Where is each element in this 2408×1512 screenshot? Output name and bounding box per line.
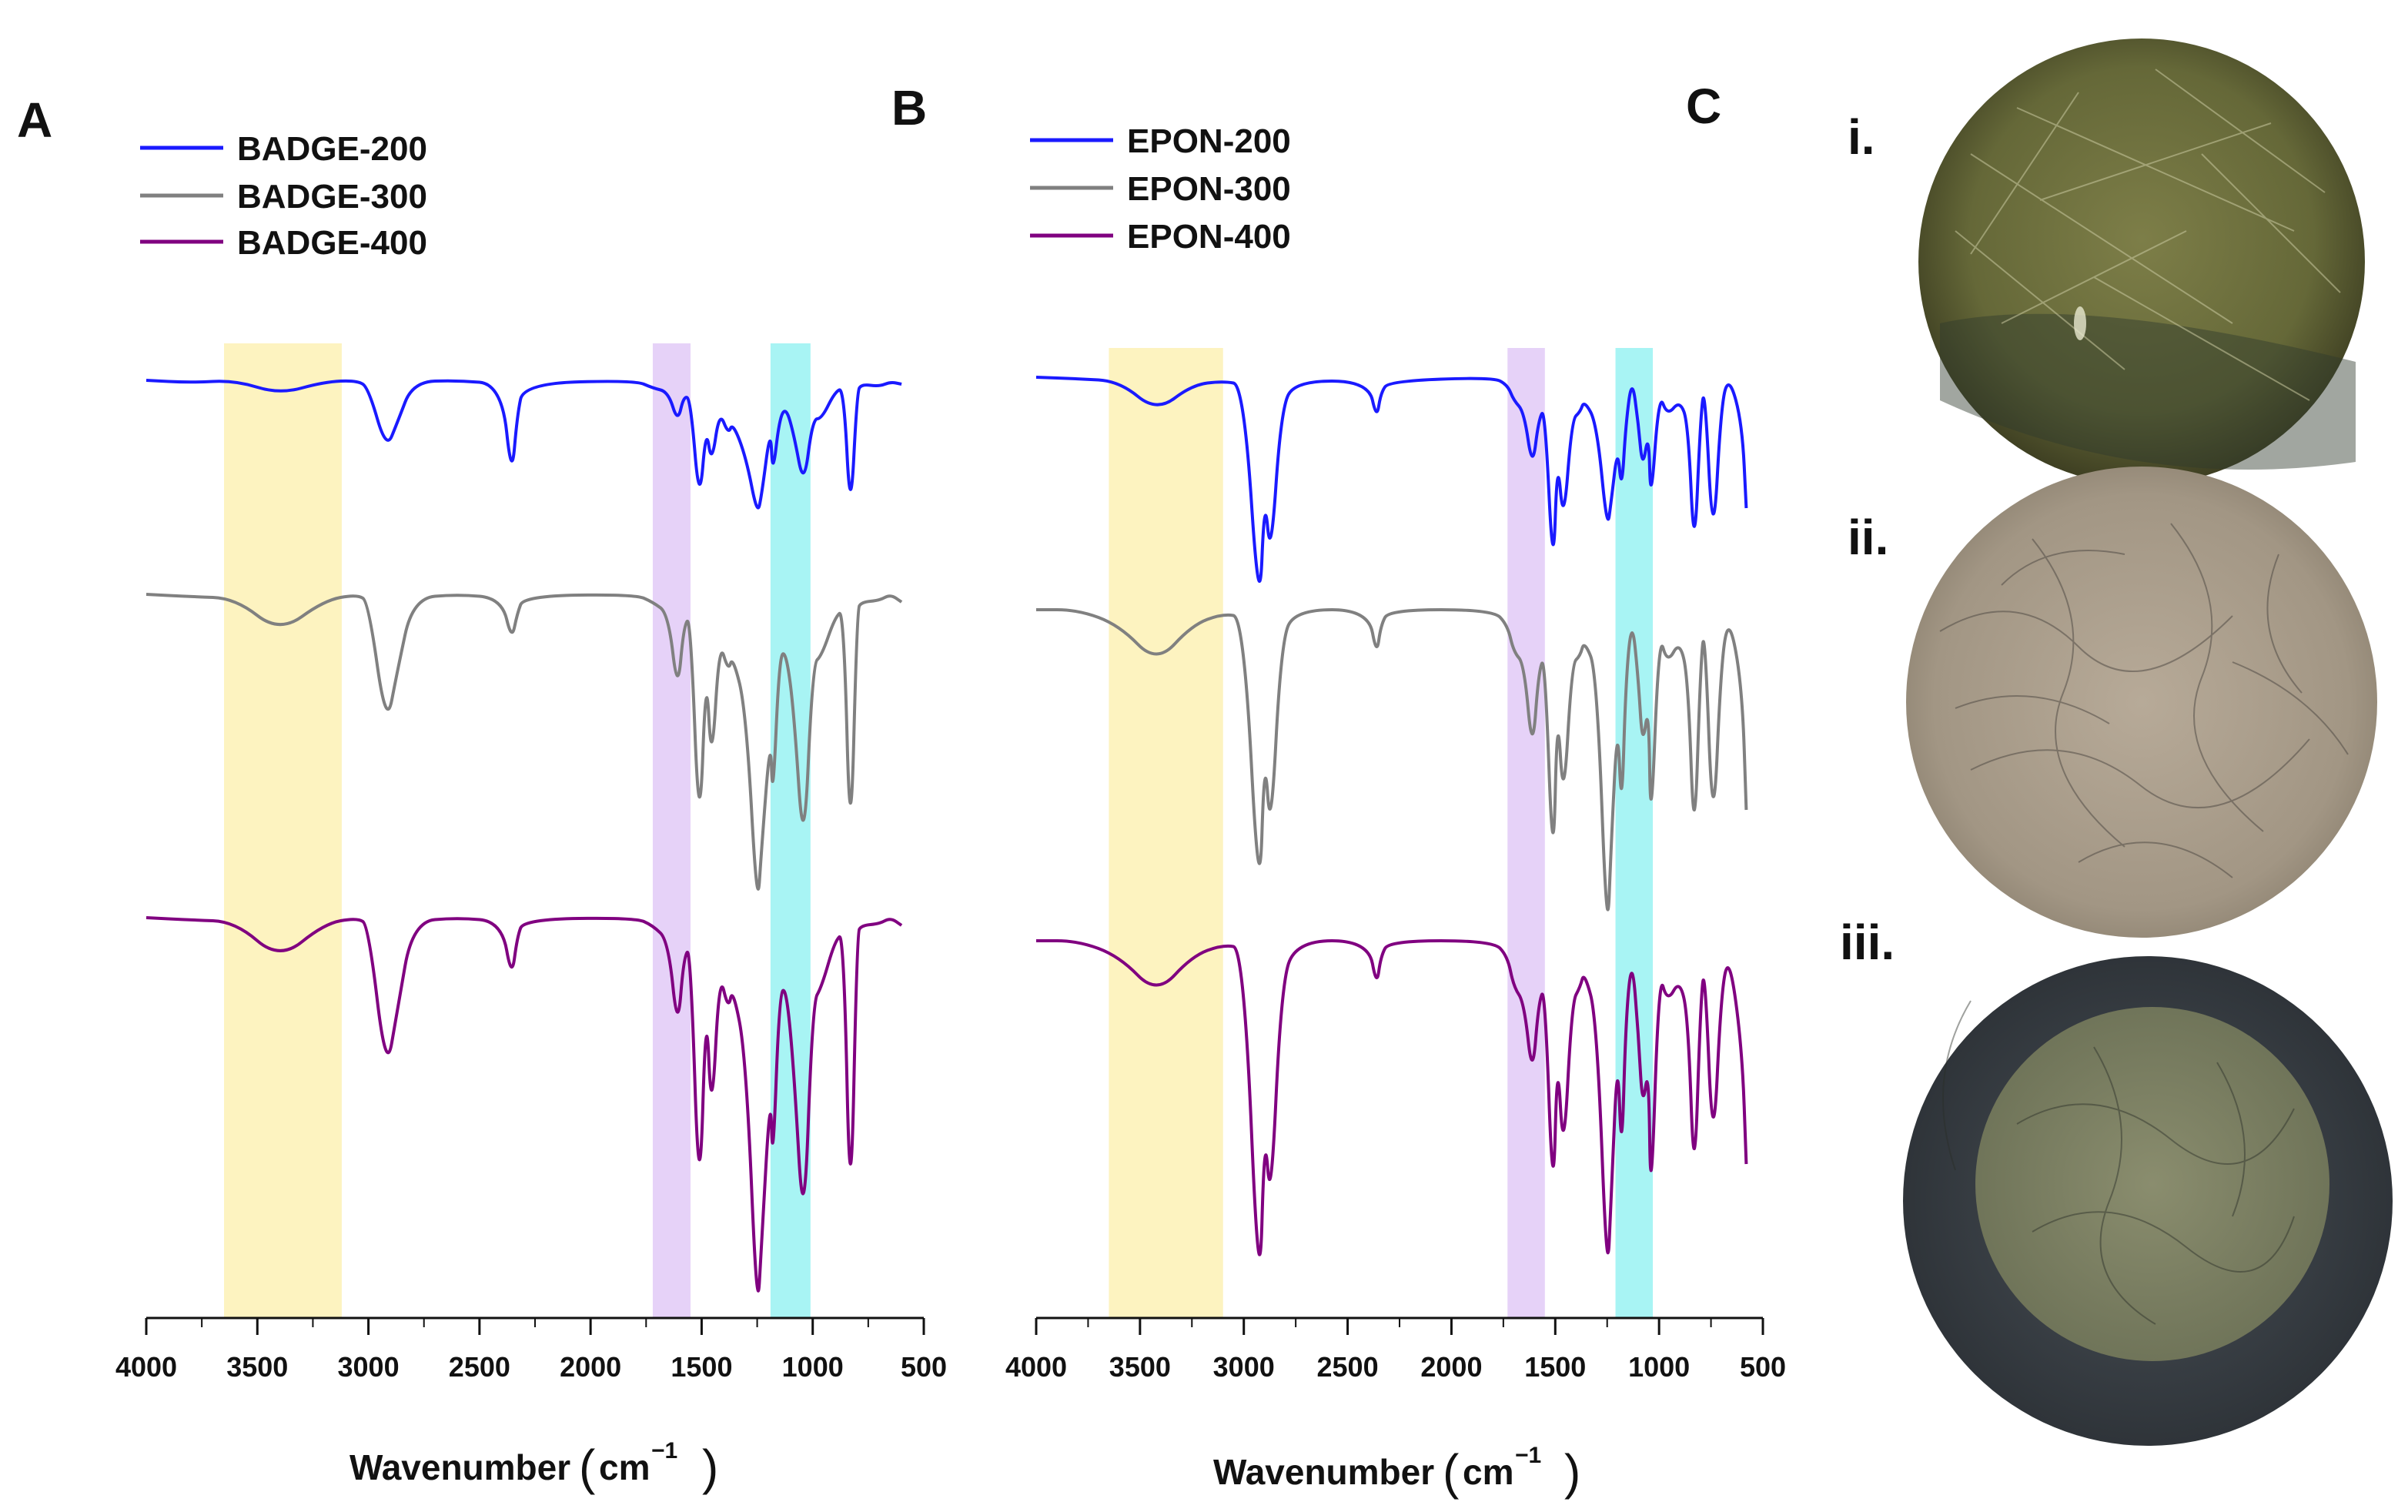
photo-i xyxy=(1918,38,2365,485)
x-axis-unit-a: cm xyxy=(599,1447,650,1487)
spectrum-line-epon-400 xyxy=(1036,939,1748,1256)
panel-b-highlight-bands xyxy=(1109,348,1654,1318)
panel-b-legend: EPON-200 EPON-300 EPON-400 xyxy=(1030,122,1291,256)
legend-label-badge-300: BADGE-300 xyxy=(237,178,427,216)
x-tick-label-1000: 1000 xyxy=(1628,1351,1690,1383)
photo-i-glare xyxy=(2074,306,2086,340)
highlight-band-3 xyxy=(770,343,811,1318)
x-tick-label-500: 500 xyxy=(901,1351,947,1383)
panel-a-spectra xyxy=(145,379,903,1293)
highlight-band-1 xyxy=(224,343,342,1318)
legend-label-epon-400: EPON-400 xyxy=(1127,218,1291,256)
x-tick-label-1000: 1000 xyxy=(782,1351,844,1383)
spectrum-line-badge-200 xyxy=(145,379,902,510)
x-tick-label-500: 500 xyxy=(1740,1351,1786,1383)
photo-i-shadow xyxy=(1940,313,2356,470)
legend-label-epon-300: EPON-300 xyxy=(1127,170,1291,208)
x-tick-label-1500: 1500 xyxy=(1524,1351,1586,1383)
panel-c: C i. ii. xyxy=(1686,38,2393,1446)
photo-iii xyxy=(1903,956,2393,1446)
panel-b-label: B xyxy=(891,80,927,135)
x-axis-paren-close-a: ) xyxy=(702,1440,718,1495)
x-axis-title-b: Wavenumber xyxy=(1213,1452,1434,1492)
x-tick-label-3500: 3500 xyxy=(1109,1351,1171,1383)
panel-a-label: A xyxy=(17,92,52,148)
x-tick-label-4000: 4000 xyxy=(115,1351,177,1383)
photo-iii-inner-disc xyxy=(1975,1007,2329,1361)
x-axis-title-a: Wavenumber xyxy=(349,1447,570,1487)
photo-label-iii: iii. xyxy=(1840,915,1895,970)
x-axis-unit-exp-a: −1 xyxy=(651,1438,677,1463)
photo-iii-fibers xyxy=(1942,1000,2295,1325)
panel-a: A 4000 3500 3000 2500 2000 1500 1000 500 BADGE-… xyxy=(17,92,947,1495)
panel-b: B 4000 3500 3000 2500 2000 1500 1000 500 EPON-2… xyxy=(891,80,1786,1500)
x-tick-label-3000: 3000 xyxy=(1213,1351,1275,1383)
x-tick-label-4000: 4000 xyxy=(1005,1351,1067,1383)
spectrum-line-badge-300 xyxy=(145,593,903,891)
photo-ii-disc xyxy=(1906,467,2377,938)
panel-a-x-axis-title: Wavenumber ( cm −1 ) xyxy=(349,1438,718,1495)
highlight-band-1 xyxy=(1109,348,1223,1318)
highlight-band-3 xyxy=(1615,348,1654,1318)
photo-ii xyxy=(1906,467,2377,938)
panel-a-highlight-bands xyxy=(224,343,811,1318)
x-tick-label-2000: 2000 xyxy=(560,1351,621,1383)
x-axis-unit-b: cm xyxy=(1463,1452,1513,1492)
x-tick-label-2500: 2500 xyxy=(449,1351,510,1383)
x-tick-label-1500: 1500 xyxy=(671,1351,732,1383)
panel-b-x-axis-title: Wavenumber ( cm −1 ) xyxy=(1213,1443,1580,1500)
x-axis-unit-exp-b: −1 xyxy=(1515,1443,1541,1468)
spectrum-line-epon-200 xyxy=(1035,376,1748,584)
panel-a-x-axis: 4000 3500 3000 2500 2000 1500 1000 500 xyxy=(115,1316,947,1383)
x-tick-label-3500: 3500 xyxy=(226,1351,288,1383)
panel-a-legend: BADGE-200 BADGE-300 BADGE-400 xyxy=(140,130,427,262)
legend-label-epon-200: EPON-200 xyxy=(1127,122,1291,160)
highlight-band-2 xyxy=(652,343,691,1318)
photo-i-disc xyxy=(1918,38,2365,485)
panel-b-spectra xyxy=(1035,376,1748,1256)
highlight-band-2 xyxy=(1507,348,1545,1318)
photo-ii-fibers xyxy=(1939,523,2349,878)
x-tick-label-3000: 3000 xyxy=(338,1351,400,1383)
x-tick-label-2000: 2000 xyxy=(1420,1351,1482,1383)
x-axis-paren-open-b: ( xyxy=(1443,1444,1459,1500)
photo-label-i: i. xyxy=(1848,109,1875,165)
x-axis-paren-open-a: ( xyxy=(579,1440,595,1495)
spectrum-line-badge-400 xyxy=(145,916,903,1293)
legend-label-badge-200: BADGE-200 xyxy=(237,130,427,168)
photo-label-ii: ii. xyxy=(1848,510,1888,565)
panel-c-label: C xyxy=(1686,79,1721,134)
x-tick-label-2500: 2500 xyxy=(1317,1351,1379,1383)
spectrum-line-epon-300 xyxy=(1035,608,1748,912)
photo-i-scratches xyxy=(1955,69,2341,401)
panel-b-x-axis: 4000 3500 3000 2500 2000 1500 1000 500 xyxy=(1005,1316,1786,1383)
x-axis-paren-close-b: ) xyxy=(1564,1444,1580,1500)
legend-label-badge-400: BADGE-400 xyxy=(237,224,427,262)
